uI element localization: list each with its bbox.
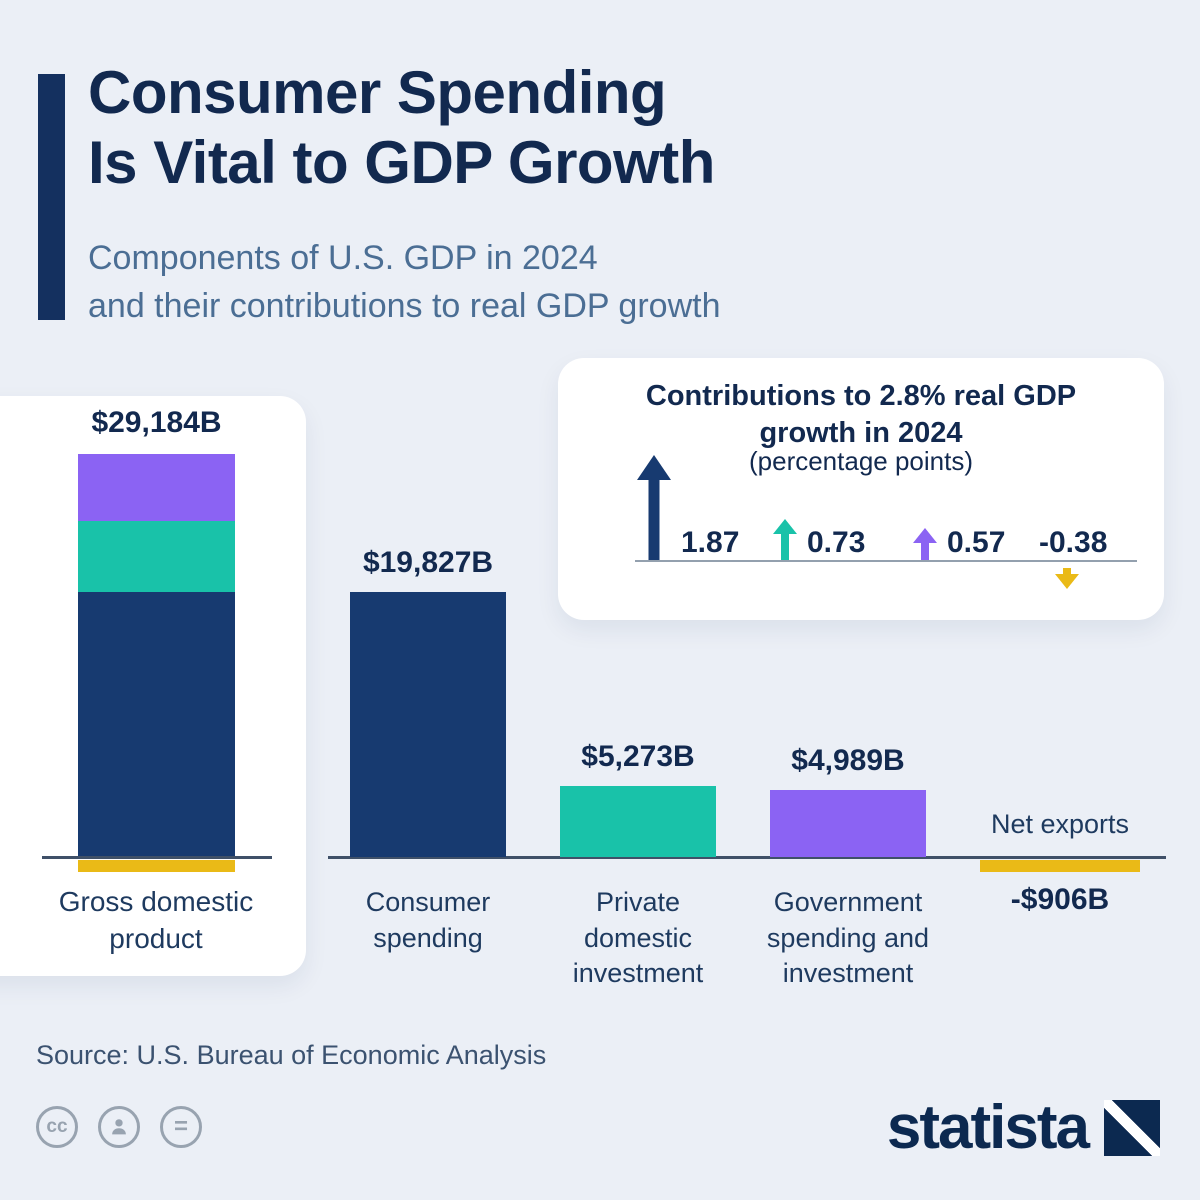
gdp-baseline [42, 856, 272, 859]
bar-value-private-domestic-investment: $5,273B [581, 740, 695, 773]
gdp-category-label: Gross domestic product [58, 886, 254, 954]
statista-mark-icon [1104, 1099, 1160, 1156]
page-subtitle: Components of U.S. GDP in 2024 and their… [88, 234, 721, 331]
gdp-value-label: $29,184B [91, 406, 222, 439]
up-arrow-icon [913, 528, 937, 560]
cc-badge: cc [36, 1106, 78, 1148]
contribution-value: -0.38 [1039, 526, 1108, 559]
gdp-stacked-bar [78, 454, 235, 857]
contribution-consumer-spending: 1.87 [637, 455, 739, 560]
gdp-segment-net-exports [78, 860, 235, 872]
chart-baseline [328, 856, 1166, 859]
bar-label-consumer-spending: Consumer spending [365, 887, 491, 953]
gdp-segment-private-domestic-investment [78, 521, 235, 592]
bar-private-domestic-investment [560, 786, 716, 857]
up-arrow-icon [637, 455, 671, 560]
person-icon [112, 1119, 126, 1135]
license-badges: cc = [36, 1106, 202, 1148]
statista-logo: statista [887, 1092, 1160, 1163]
bar-label-government-spending-and-investment: Government spending and investment [766, 887, 930, 989]
neg-arrow-wrap [1055, 568, 1079, 589]
subtitle-line-1: Components of U.S. GDP in 2024 [88, 239, 598, 277]
title-accent-bar [38, 74, 65, 320]
contribution-government-spending-and-investment: 0.57 [913, 528, 1005, 560]
page-title: Consumer Spending Is Vital to GDP Growth [88, 58, 715, 197]
source-note: Source: U.S. Bureau of Economic Analysis [36, 1040, 547, 1070]
title-line-1: Consumer Spending [88, 59, 667, 126]
gdp-segment-government-spending-and-investment [78, 454, 235, 521]
contribution-value: 1.87 [681, 526, 740, 559]
bar-label-private-domestic-investment: Private domestic investment [572, 887, 704, 989]
bar-value-net-exports: -$906B [1010, 883, 1110, 916]
contributions-title-line-2: growth in 2024 [759, 416, 963, 449]
up-arrow-icon [773, 519, 797, 560]
statista-wordmark: statista [886, 1093, 1090, 1162]
contribution-value: 0.57 [947, 526, 1006, 559]
no-derivatives-badge: = [160, 1106, 202, 1148]
bar-label-net-exports: Net exports [990, 809, 1130, 839]
bar-net-exports [980, 860, 1140, 872]
contributions-subtitle: (percentage points) [748, 446, 974, 476]
bar-value-consumer-spending: $19,827B [362, 546, 494, 579]
contribution-net-exports: -0.38 [1039, 526, 1108, 589]
contribution-value: 0.73 [807, 526, 866, 559]
contributions-axis: 1.87 0.73 0.57 -0.38 [635, 454, 1137, 589]
contributions-title-line-1: Contributions to 2.8% real GDP [645, 380, 1077, 412]
gdp-segment-consumer-spending [78, 592, 235, 857]
subtitle-line-2: and their contributions to real GDP grow… [88, 287, 721, 326]
bar-value-government-spending-and-investment: $4,989B [791, 744, 905, 777]
attribution-badge [98, 1106, 140, 1148]
bar-government-spending-and-investment [770, 790, 926, 857]
contributions-card: Contributions to 2.8% real GDP growth in… [558, 358, 1164, 620]
contribution-private-domestic-investment: 0.73 [773, 519, 865, 560]
bar-consumer-spending [350, 592, 506, 857]
down-arrow-icon [1055, 568, 1079, 589]
title-line-2: Is Vital to GDP Growth [88, 128, 715, 196]
contributions-title: Contributions to 2.8% real GDP growth in… [558, 378, 1164, 451]
